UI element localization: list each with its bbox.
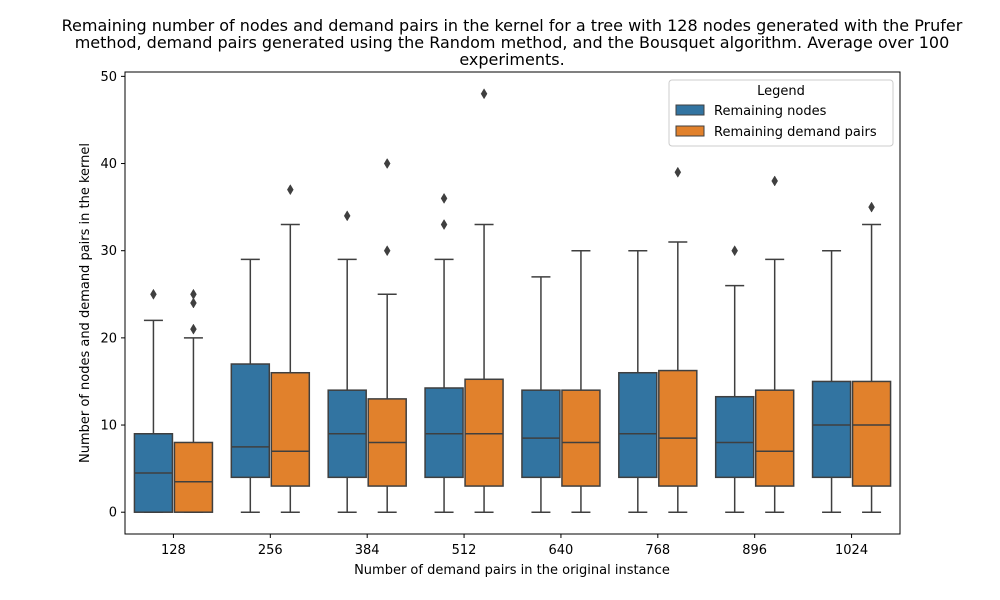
box-remaining-demand-pairs-1024 bbox=[851, 201, 892, 513]
outlier-point bbox=[868, 201, 875, 213]
box-remaining-nodes-896 bbox=[714, 245, 755, 513]
x-tick-label: 128 bbox=[161, 543, 186, 558]
box-remaining-demand-pairs-256 bbox=[270, 184, 311, 513]
box-body bbox=[561, 389, 601, 487]
outlier-point bbox=[674, 166, 682, 178]
outlier-point bbox=[150, 288, 157, 300]
title-line-1: Remaining number of nodes and demand pai… bbox=[62, 16, 963, 35]
box-body bbox=[424, 387, 464, 479]
outlier-point bbox=[383, 245, 391, 257]
x-tick-label: 256 bbox=[258, 543, 283, 558]
outlier-point bbox=[190, 323, 197, 335]
x-axis: 128 256 384 512 640 768 896 1024 bbox=[161, 534, 868, 558]
outlier-point bbox=[287, 184, 294, 196]
outlier-point bbox=[190, 297, 197, 309]
box-remaining-nodes-640 bbox=[521, 276, 561, 513]
box-remaining-demand-pairs-128 bbox=[173, 288, 214, 513]
plot-marks bbox=[133, 88, 892, 513]
box-body bbox=[230, 363, 271, 479]
y-tick-label: 50 bbox=[100, 70, 117, 85]
box-body bbox=[811, 380, 852, 479]
outlier-point bbox=[440, 219, 448, 231]
outlier-point bbox=[190, 288, 197, 300]
x-axis-label: Number of demand pairs in the original i… bbox=[354, 563, 670, 578]
box-body bbox=[464, 378, 504, 487]
plot-area-frame bbox=[124, 71, 901, 535]
box-remaining-nodes-256 bbox=[230, 258, 271, 513]
box-remaining-demand-pairs-640 bbox=[561, 249, 601, 513]
legend-label-remaining-nodes: Remaining nodes bbox=[714, 104, 827, 119]
outlier-point bbox=[440, 192, 448, 204]
box-remaining-nodes-512 bbox=[424, 192, 464, 513]
outlier-point bbox=[383, 158, 391, 170]
x-tick-label: 1024 bbox=[835, 543, 868, 558]
outlier-point bbox=[343, 210, 351, 222]
box-remaining-nodes-384 bbox=[327, 210, 367, 513]
box-body bbox=[270, 371, 311, 487]
outlier-point bbox=[731, 245, 738, 257]
box-body bbox=[618, 371, 658, 479]
legend: Legend Remaining nodes Remaining demand … bbox=[668, 79, 894, 147]
box-body bbox=[658, 369, 698, 487]
legend-swatch-remaining-demand-pairs bbox=[675, 125, 705, 137]
x-tick-label: 384 bbox=[355, 543, 380, 558]
box-body bbox=[714, 395, 755, 479]
box-remaining-nodes-1024 bbox=[811, 249, 852, 513]
x-tick-label: 640 bbox=[549, 543, 574, 558]
box-remaining-demand-pairs-512 bbox=[464, 88, 504, 513]
outlier-point bbox=[480, 88, 488, 100]
y-tick-label: 10 bbox=[100, 419, 117, 434]
legend-swatch-remaining-nodes bbox=[675, 104, 705, 116]
x-tick-label: 896 bbox=[742, 543, 767, 558]
box-body bbox=[754, 389, 795, 487]
y-tick-label: 0 bbox=[109, 506, 117, 521]
y-tick-label: 40 bbox=[100, 157, 117, 172]
box-remaining-nodes-768 bbox=[618, 249, 658, 513]
y-tick-label: 30 bbox=[100, 244, 117, 259]
box-body bbox=[521, 389, 561, 479]
box-remaining-nodes-128 bbox=[133, 288, 174, 513]
title-line-3: experiments. bbox=[459, 50, 564, 69]
box-remaining-demand-pairs-896 bbox=[754, 175, 795, 513]
legend-frame bbox=[668, 79, 894, 147]
legend-title: Legend bbox=[757, 84, 805, 99]
outlier-point bbox=[771, 175, 778, 187]
chart-title: Remaining number of nodes and demand pai… bbox=[62, 16, 963, 69]
y-axis: 0 10 20 30 40 50 bbox=[100, 70, 125, 521]
x-tick-label: 512 bbox=[452, 543, 477, 558]
y-tick-label: 20 bbox=[100, 331, 117, 346]
title-line-2: method, demand pairs generated using the… bbox=[75, 33, 950, 52]
y-axis-label: Number of nodes and demand pairs in the … bbox=[78, 143, 93, 463]
x-tick-label: 768 bbox=[645, 543, 670, 558]
box-body bbox=[851, 380, 892, 487]
box-remaining-demand-pairs-384 bbox=[367, 158, 407, 513]
box-body bbox=[173, 441, 214, 513]
legend-label-remaining-demand-pairs: Remaining demand pairs bbox=[714, 125, 877, 140]
box-remaining-demand-pairs-768 bbox=[658, 166, 698, 513]
